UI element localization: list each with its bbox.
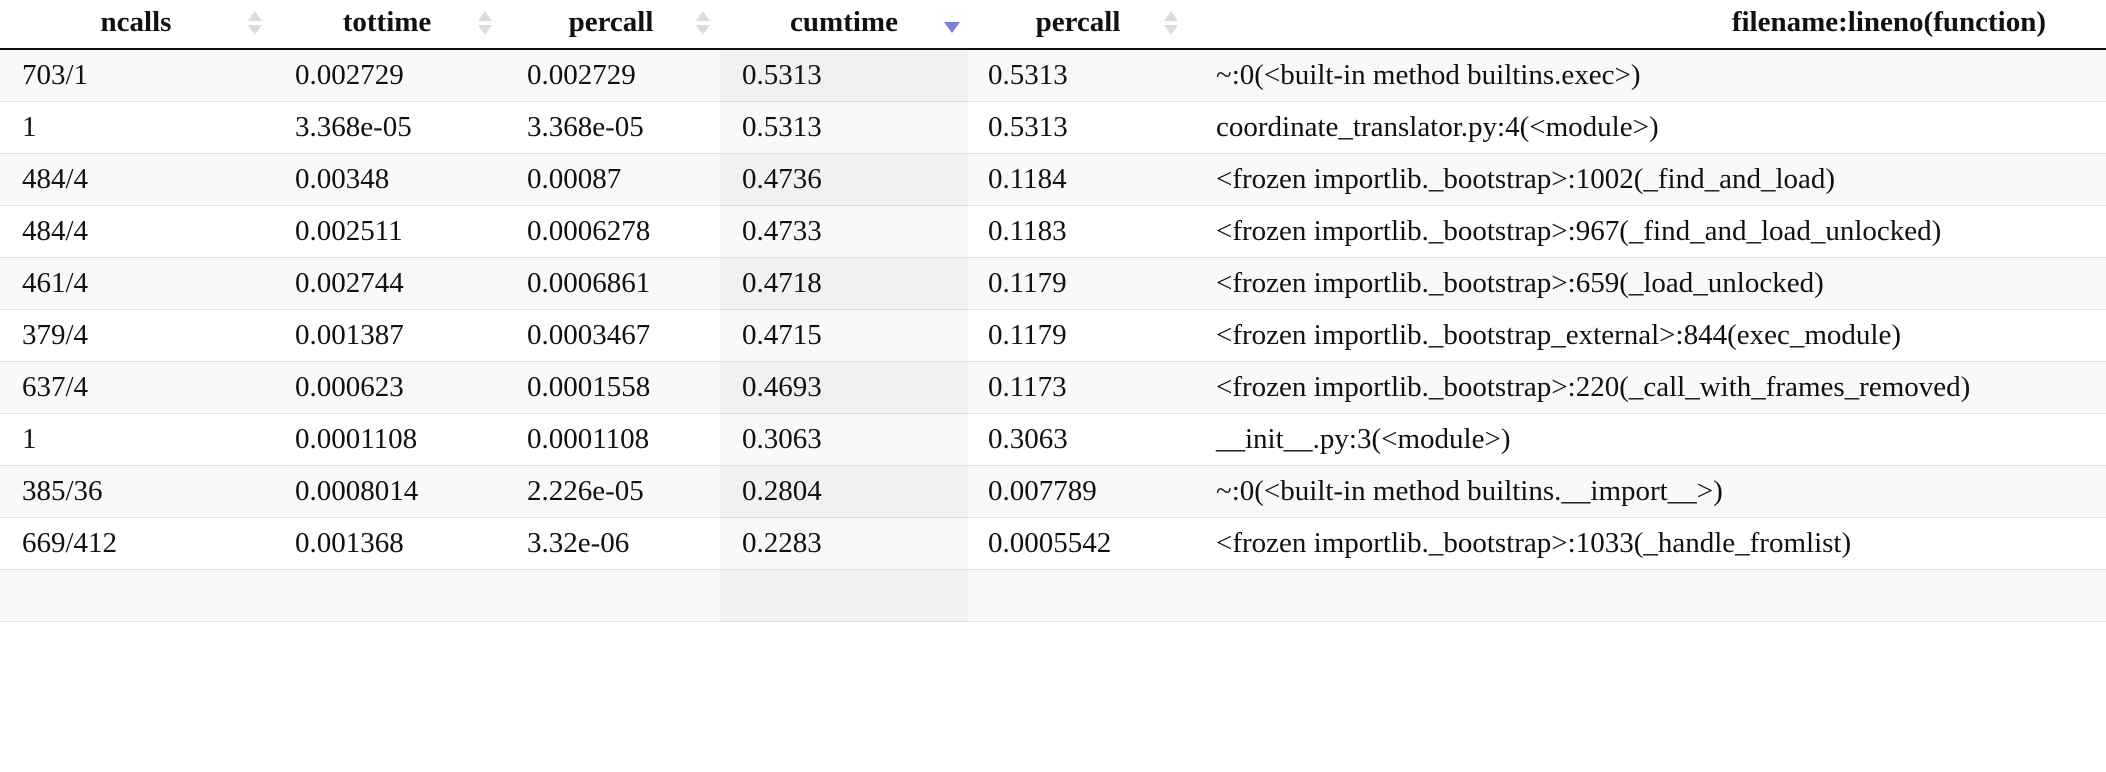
cell-tottime: 0.002511 xyxy=(272,205,502,258)
cell-ncalls: 1 xyxy=(0,413,272,466)
cell-cumtime: 0.4733 xyxy=(720,205,968,258)
cell-ncalls: 484/4 xyxy=(0,205,272,258)
table-row: 385/36 0.0008014 2.226e-05 0.2804 0.0077… xyxy=(0,465,2106,518)
cell-filename: <frozen importlib._bootstrap>:1033(_hand… xyxy=(1188,517,2106,570)
cell-percall-cumulative: 0.1179 xyxy=(968,257,1188,310)
cell-percall: 0.00087 xyxy=(502,153,720,206)
column-header-ncalls[interactable]: ncalls xyxy=(0,0,272,50)
sort-unsorted-icon[interactable] xyxy=(1164,9,1178,37)
cell-tottime xyxy=(272,569,502,622)
cell-filename: ~:0(<built-in method builtins.exec>) xyxy=(1188,49,2106,102)
column-header-percall[interactable]: percall xyxy=(502,0,720,50)
cell-tottime: 0.0001108 xyxy=(272,413,502,466)
column-header-label: percall xyxy=(568,6,654,38)
sort-unsorted-icon[interactable] xyxy=(696,9,710,37)
cell-filename: <frozen importlib._bootstrap>:220(_call_… xyxy=(1188,361,2106,414)
cell-filename: ~:0(<built-in method builtins.__import__… xyxy=(1188,465,2106,518)
cell-ncalls: 484/4 xyxy=(0,153,272,206)
cell-percall-cumulative: 0.0005542 xyxy=(968,517,1188,570)
cell-ncalls: 1 xyxy=(0,101,272,154)
cell-percall-cumulative: 0.1179 xyxy=(968,309,1188,362)
cell-filename: <frozen importlib._bootstrap>:1002(_find… xyxy=(1188,153,2106,206)
cell-filename: <frozen importlib._bootstrap>:967(_find_… xyxy=(1188,205,2106,258)
cell-ncalls: 637/4 xyxy=(0,361,272,414)
table-row: 1 3.368e-05 3.368e-05 0.5313 0.5313 coor… xyxy=(0,101,2106,154)
cell-cumtime: 0.2283 xyxy=(720,517,968,570)
cell-filename: <frozen importlib._bootstrap>:659(_load_… xyxy=(1188,257,2106,310)
table-row: 484/4 0.00348 0.00087 0.4736 0.1184 <fro… xyxy=(0,153,2106,206)
cell-ncalls: 461/4 xyxy=(0,257,272,310)
cell-percall-cumulative: 0.007789 xyxy=(968,465,1188,518)
cell-percall: 3.32e-06 xyxy=(502,517,720,570)
cell-tottime: 0.002729 xyxy=(272,49,502,102)
table-row xyxy=(0,569,2106,622)
cell-filename: <frozen importlib._bootstrap_external>:8… xyxy=(1188,309,2106,362)
cell-percall: 0.0003467 xyxy=(502,309,720,362)
cell-cumtime xyxy=(720,569,968,622)
column-header-filename[interactable]: filename:lineno(function) xyxy=(1188,0,2106,50)
cell-percall: 0.0006278 xyxy=(502,205,720,258)
cell-percall-cumulative: 0.1173 xyxy=(968,361,1188,414)
cell-percall: 0.0001108 xyxy=(502,413,720,466)
cell-cumtime: 0.5313 xyxy=(720,49,968,102)
sort-descending-icon[interactable] xyxy=(944,22,960,33)
sort-unsorted-icon[interactable] xyxy=(248,9,262,37)
cell-tottime: 0.000623 xyxy=(272,361,502,414)
table-row: 379/4 0.001387 0.0003467 0.4715 0.1179 <… xyxy=(0,309,2106,362)
cell-cumtime: 0.4736 xyxy=(720,153,968,206)
cell-percall: 0.0006861 xyxy=(502,257,720,310)
table-row: 484/4 0.002511 0.0006278 0.4733 0.1183 <… xyxy=(0,205,2106,258)
cell-cumtime: 0.4693 xyxy=(720,361,968,414)
table-row: 1 0.0001108 0.0001108 0.3063 0.3063 __in… xyxy=(0,413,2106,466)
cell-percall: 3.368e-05 xyxy=(502,101,720,154)
cell-percall xyxy=(502,569,720,622)
cell-tottime: 0.0008014 xyxy=(272,465,502,518)
cell-ncalls xyxy=(0,569,272,622)
cell-percall-cumulative: 0.3063 xyxy=(968,413,1188,466)
column-header-label: tottime xyxy=(342,6,432,38)
cell-ncalls: 669/412 xyxy=(0,517,272,570)
cell-percall-cumulative xyxy=(968,569,1188,622)
cell-percall: 0.002729 xyxy=(502,49,720,102)
cell-percall: 0.0001558 xyxy=(502,361,720,414)
table-header-row: ncalls tottime percall cumtime percall f… xyxy=(0,0,2106,50)
cell-tottime: 0.001387 xyxy=(272,309,502,362)
sort-unsorted-icon[interactable] xyxy=(478,9,492,37)
cell-cumtime: 0.4718 xyxy=(720,257,968,310)
cell-tottime: 3.368e-05 xyxy=(272,101,502,154)
column-header-label: percall xyxy=(1035,6,1121,38)
cell-filename xyxy=(1188,569,2106,622)
column-header-cumtime[interactable]: cumtime xyxy=(720,0,968,50)
column-header-percall-cumulative[interactable]: percall xyxy=(968,0,1188,50)
cell-cumtime: 0.5313 xyxy=(720,101,968,154)
cell-percall-cumulative: 0.1183 xyxy=(968,205,1188,258)
cell-ncalls: 385/36 xyxy=(0,465,272,518)
cell-tottime: 0.001368 xyxy=(272,517,502,570)
table-row: 637/4 0.000623 0.0001558 0.4693 0.1173 <… xyxy=(0,361,2106,414)
cell-filename: coordinate_translator.py:4(<module>) xyxy=(1188,101,2106,154)
column-header-tottime[interactable]: tottime xyxy=(272,0,502,50)
cell-cumtime: 0.4715 xyxy=(720,309,968,362)
profile-stats-table: ncalls tottime percall cumtime percall f… xyxy=(0,0,2106,622)
cell-cumtime: 0.2804 xyxy=(720,465,968,518)
cell-percall-cumulative: 0.1184 xyxy=(968,153,1188,206)
cell-percall-cumulative: 0.5313 xyxy=(968,101,1188,154)
cell-percall: 2.226e-05 xyxy=(502,465,720,518)
cell-ncalls: 379/4 xyxy=(0,309,272,362)
cell-ncalls: 703/1 xyxy=(0,49,272,102)
column-header-label: cumtime xyxy=(790,6,898,38)
table-row: 703/1 0.002729 0.002729 0.5313 0.5313 ~:… xyxy=(0,49,2106,102)
column-header-label: ncalls xyxy=(100,6,172,38)
cell-filename: __init__.py:3(<module>) xyxy=(1188,413,2106,466)
cell-percall-cumulative: 0.5313 xyxy=(968,49,1188,102)
cell-tottime: 0.00348 xyxy=(272,153,502,206)
table-row: 669/412 0.001368 3.32e-06 0.2283 0.00055… xyxy=(0,517,2106,570)
column-header-label: filename:lineno(function) xyxy=(1731,6,2046,38)
cell-cumtime: 0.3063 xyxy=(720,413,968,466)
table-row: 461/4 0.002744 0.0006861 0.4718 0.1179 <… xyxy=(0,257,2106,310)
cell-tottime: 0.002744 xyxy=(272,257,502,310)
